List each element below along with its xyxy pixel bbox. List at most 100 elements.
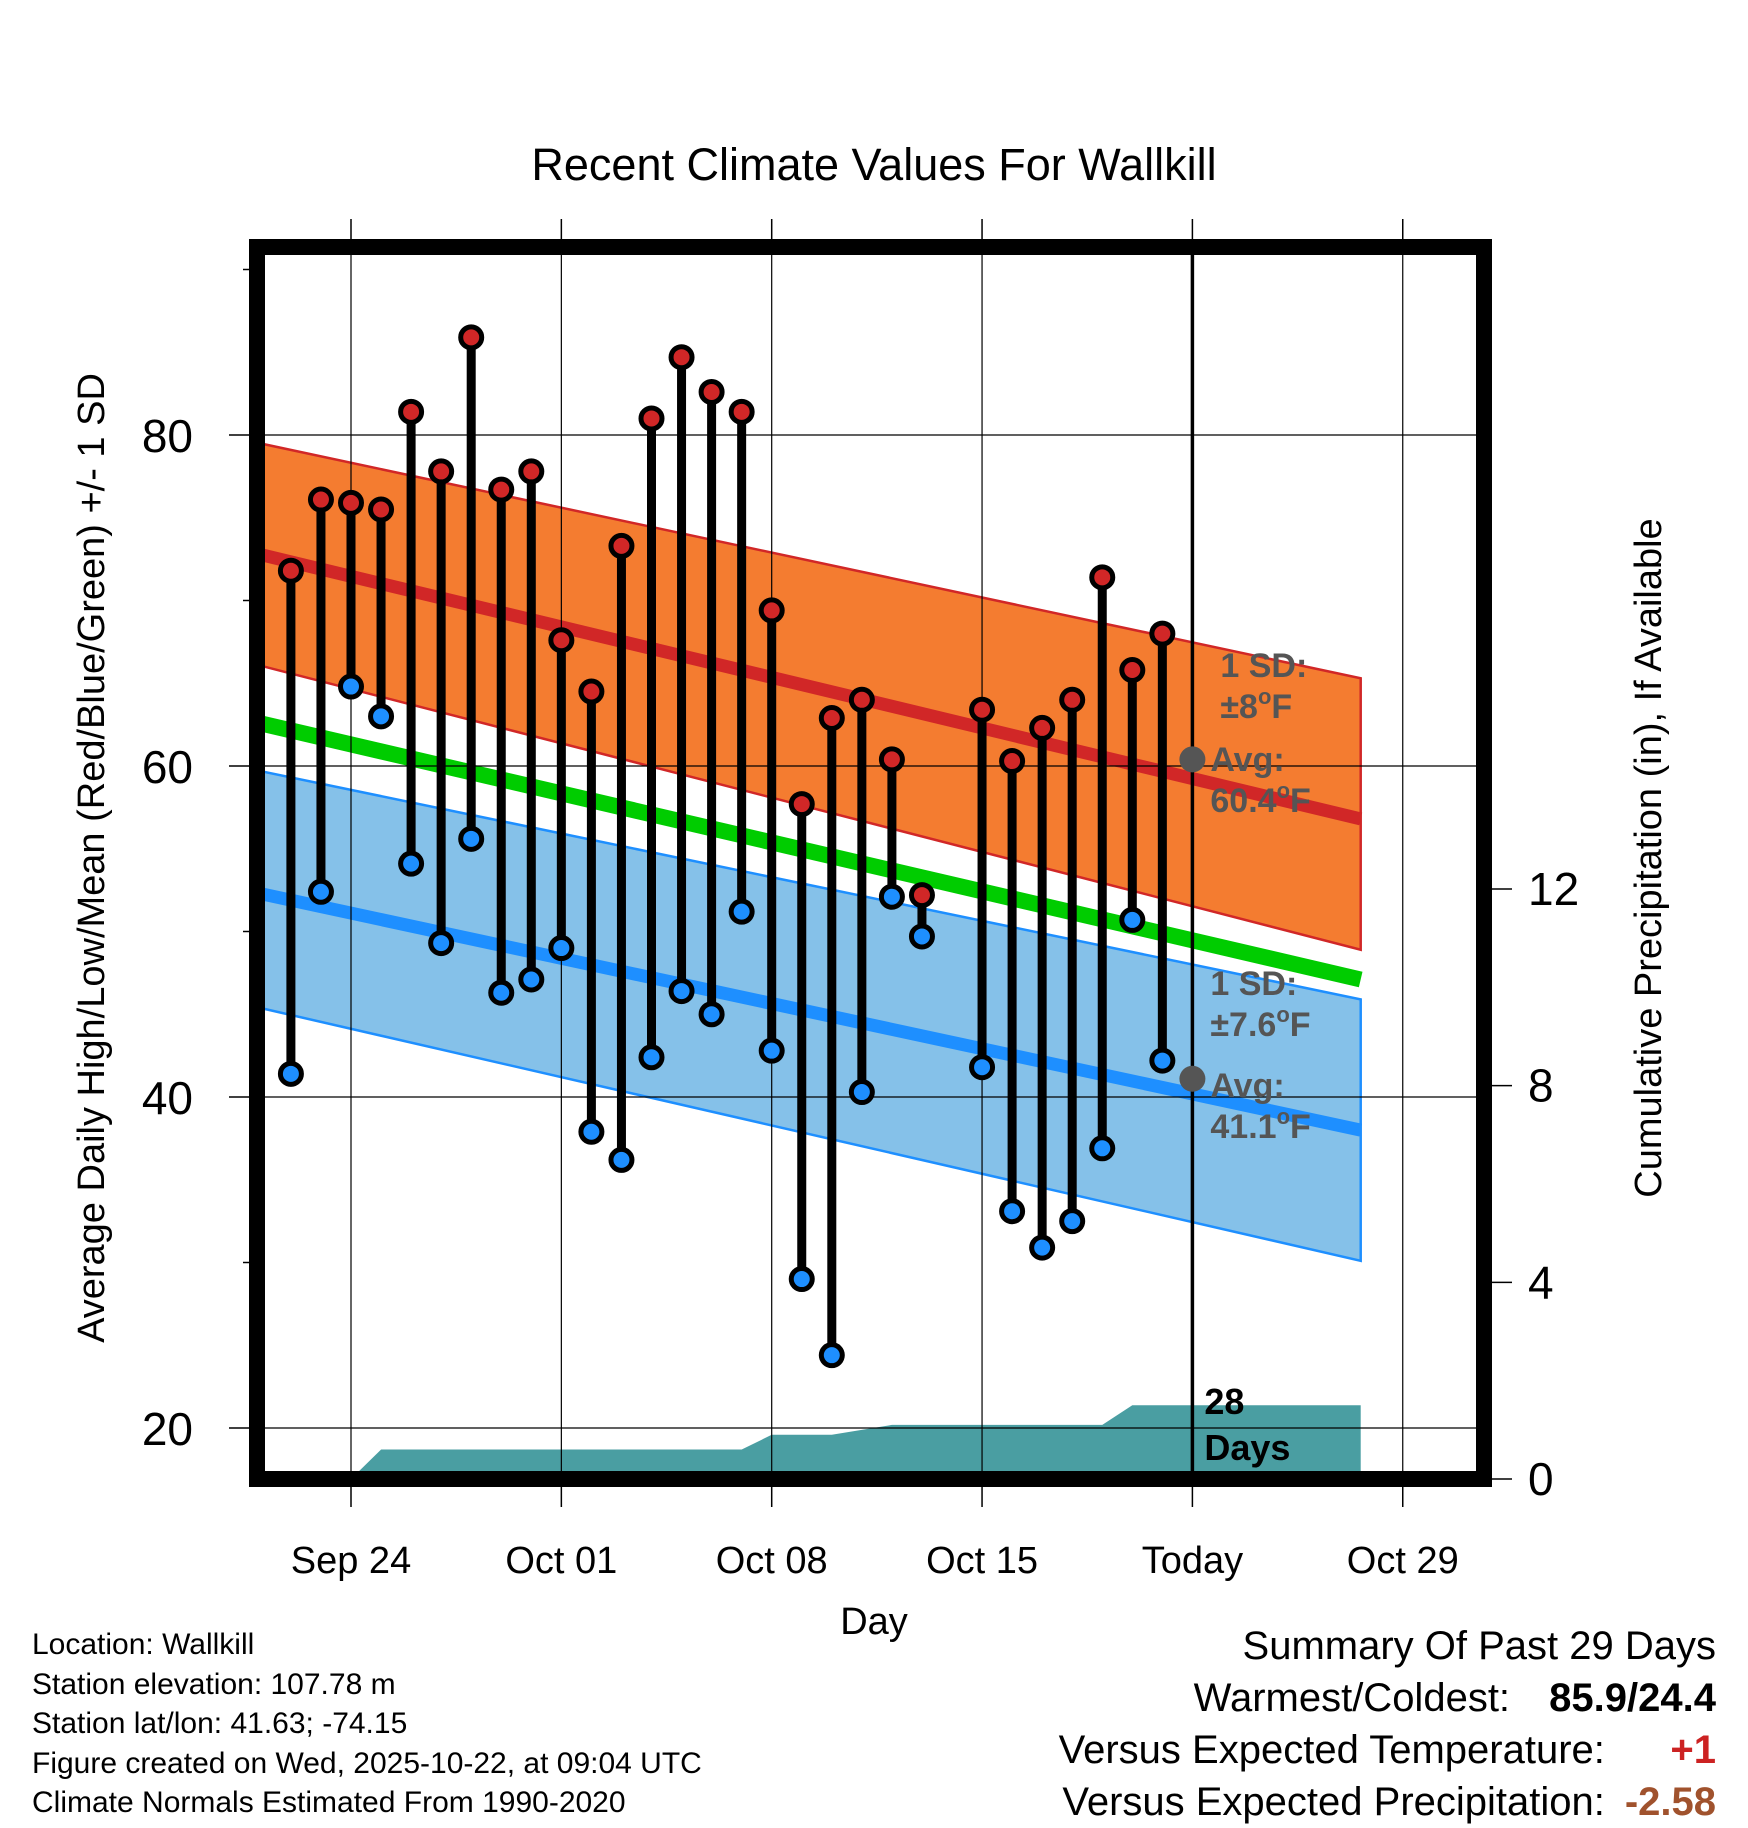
low-temp-point bbox=[1059, 1208, 1086, 1235]
high-temp-point bbox=[458, 324, 485, 351]
y2-tick-label: 12 bbox=[1528, 863, 1579, 915]
low-temp-point bbox=[338, 673, 364, 700]
temp-anomaly-row: Versus Expected Temperature: +1 bbox=[1059, 1724, 1716, 1776]
low-avg-annotation-line: 41.1 bbox=[1210, 1108, 1276, 1146]
low-temp-point bbox=[788, 1266, 815, 1293]
high-temp-point bbox=[969, 696, 996, 723]
low-temp-point bbox=[728, 898, 755, 925]
high-temp-point bbox=[788, 791, 815, 818]
chart-title: Recent Climate Values For Wallkill bbox=[531, 139, 1216, 190]
high-temp-point bbox=[428, 458, 455, 485]
low-temp-point bbox=[638, 1044, 665, 1071]
high-temp-point bbox=[758, 597, 785, 624]
unit-letter: F bbox=[1271, 688, 1292, 726]
unit-letter: F bbox=[1290, 1108, 1311, 1146]
high-temp-point bbox=[488, 476, 515, 503]
low-temp-point bbox=[818, 1342, 845, 1369]
high-temp-point bbox=[999, 748, 1026, 775]
high-temp-point bbox=[818, 705, 845, 732]
low-temp-point bbox=[428, 930, 455, 957]
y-axis-label: Average Daily High/Low/Mean (Red/Blue/Gr… bbox=[71, 373, 113, 1343]
low-temp-point bbox=[578, 1118, 605, 1145]
high-sd-annotation-line: 1 SD: bbox=[1220, 647, 1307, 685]
y-tick-label: 20 bbox=[142, 1403, 193, 1455]
y2-tick-label: 4 bbox=[1528, 1256, 1554, 1308]
high-temp-point bbox=[1119, 657, 1146, 684]
precip-anomaly-value: -2.58 bbox=[1624, 1780, 1716, 1824]
x-tick-label: Oct 29 bbox=[1347, 1540, 1459, 1582]
y-tick-label: 40 bbox=[142, 1072, 193, 1124]
high-temp-point bbox=[1029, 714, 1056, 741]
high-temp-point bbox=[1059, 686, 1086, 713]
low-temp-point bbox=[999, 1198, 1026, 1225]
high-avg-annotation: Avg: 60.4oF bbox=[1210, 741, 1310, 820]
low-temp-point bbox=[969, 1054, 996, 1081]
high-avg-annotation-line: Avg: bbox=[1210, 741, 1284, 779]
plot-frame bbox=[249, 239, 1492, 1487]
y2-tick-label: 0 bbox=[1528, 1453, 1554, 1505]
low-temp-point bbox=[458, 825, 485, 852]
low-temp-point bbox=[908, 923, 935, 950]
high-temp-point bbox=[307, 486, 334, 513]
extremes-value: 85.9/24.4 bbox=[1549, 1676, 1716, 1720]
temp-anomaly-value: +1 bbox=[1670, 1728, 1716, 1772]
high-temp-point bbox=[668, 344, 695, 371]
extremes-label: Warmest/Coldest: bbox=[1193, 1676, 1511, 1720]
normals-period-text: Climate Normals Estimated From 1990-2020 bbox=[32, 1786, 626, 1819]
low-temp-point bbox=[518, 966, 545, 993]
high-sd-annotation: 1 SD: ±8oF bbox=[1220, 647, 1307, 726]
y2-tick-label: 8 bbox=[1528, 1060, 1554, 1112]
low-sd-annotation: 1 SD: ±7.6oF bbox=[1210, 965, 1310, 1044]
days-count-number: 28 bbox=[1204, 1381, 1244, 1422]
low-temp-point bbox=[878, 883, 905, 910]
high-temp-point bbox=[1089, 564, 1116, 591]
high-temp-point bbox=[578, 678, 605, 705]
high-avg-marker bbox=[1179, 746, 1206, 773]
low-temp-point bbox=[668, 978, 695, 1005]
station-info: Location: Wallkill Station elevation: 10… bbox=[32, 1625, 702, 1823]
low-temp-point bbox=[398, 850, 425, 877]
low-temp-point bbox=[1119, 906, 1146, 933]
high-sd-annotation-line: ±8 bbox=[1220, 688, 1258, 726]
created-text: Figure created on Wed, 2025-10-22, at 09… bbox=[32, 1746, 702, 1780]
x-tick-label: Today bbox=[1142, 1540, 1243, 1582]
normal-mean-line bbox=[257, 714, 1363, 988]
x-tick-label: Oct 01 bbox=[505, 1540, 617, 1582]
summary-panel: Summary Of Past 29 Days Warmest/Coldest:… bbox=[1059, 1620, 1716, 1828]
low-avg-annotation: Avg: 41.1oF bbox=[1210, 1067, 1310, 1146]
degree-mark: o bbox=[1258, 684, 1271, 709]
low-temp-point bbox=[368, 703, 395, 730]
y-tick-label: 80 bbox=[142, 410, 193, 462]
low-avg-marker bbox=[1179, 1065, 1206, 1092]
high-temp-point bbox=[1149, 620, 1176, 647]
high-temp-point bbox=[398, 398, 425, 425]
low-sd-annotation-line: ±7.6 bbox=[1210, 1006, 1276, 1044]
low-temp-point bbox=[698, 1001, 725, 1028]
y2-axis-label: Cumulative Precipitation (in), If Availa… bbox=[1628, 518, 1670, 1197]
degree-mark: o bbox=[1277, 1104, 1290, 1129]
x-tick-label: Sep 24 bbox=[291, 1540, 411, 1582]
low-sd-annotation-line: 1 SD: bbox=[1210, 965, 1297, 1003]
precip-anomaly-row: Versus Expected Precipitation: -2.58 bbox=[1059, 1776, 1716, 1828]
x-axis-label: Day bbox=[840, 1601, 908, 1643]
temp-anomaly-label: Versus Expected Temperature: bbox=[1058, 1728, 1605, 1772]
high-temp-point bbox=[848, 686, 875, 713]
low-temp-point bbox=[1089, 1135, 1116, 1162]
low-temp-point bbox=[1029, 1234, 1056, 1261]
high-temp-point bbox=[638, 405, 665, 432]
extremes-row: Warmest/Coldest: 85.9/24.4 bbox=[1059, 1672, 1716, 1724]
high-temp-point bbox=[908, 882, 935, 909]
low-temp-point bbox=[277, 1060, 304, 1087]
high-temp-point bbox=[728, 398, 755, 425]
unit-letter: F bbox=[1290, 782, 1311, 820]
latlon-text: Station lat/lon: 41.63; -74.15 bbox=[32, 1707, 408, 1740]
low-temp-point bbox=[758, 1037, 785, 1064]
x-tick-label: Oct 15 bbox=[926, 1540, 1038, 1582]
degree-mark: o bbox=[1277, 778, 1290, 803]
high-temp-point bbox=[338, 489, 364, 516]
low-temp-point bbox=[608, 1146, 635, 1173]
high-temp-point bbox=[277, 557, 304, 584]
high-temp-point bbox=[608, 532, 635, 559]
